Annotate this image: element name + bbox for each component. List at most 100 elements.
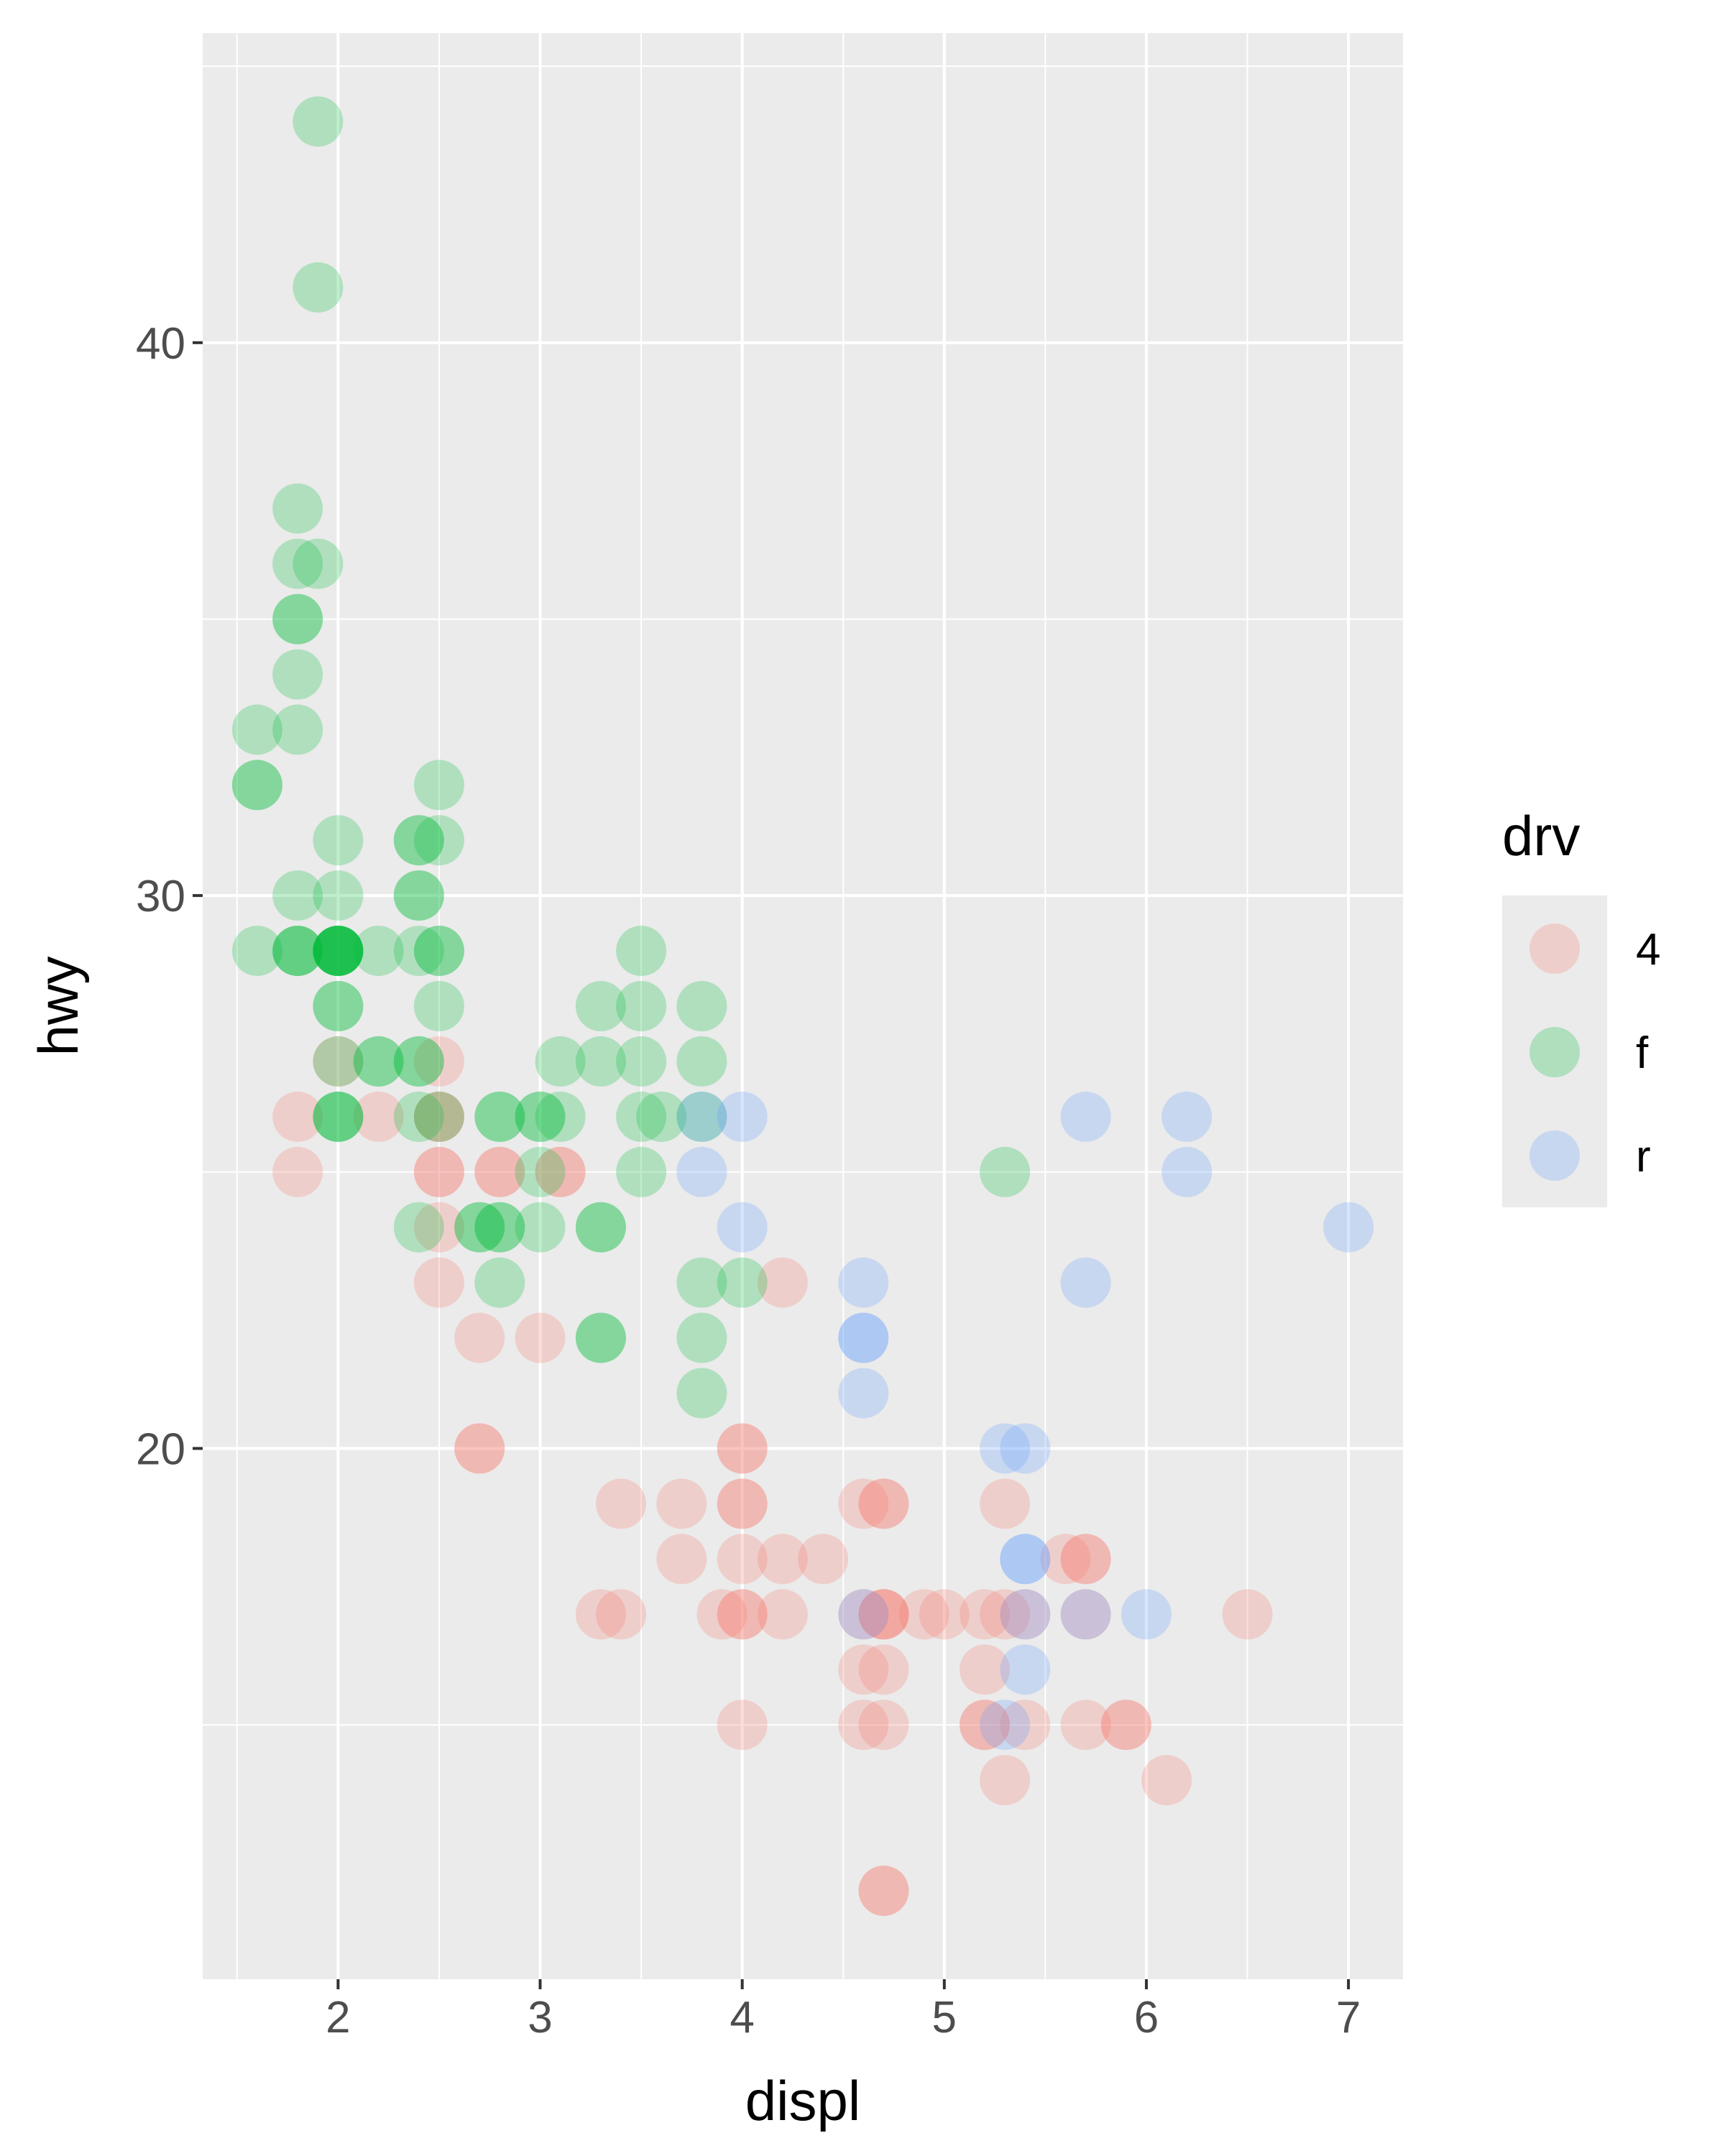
data-point-4 [960, 1700, 1010, 1751]
data-point-f [413, 926, 464, 977]
data-point-f [413, 1091, 464, 1142]
data-point-4 [919, 1589, 970, 1640]
data-point-4 [454, 1423, 505, 1474]
data-point-4 [596, 1478, 646, 1529]
data-point-4 [858, 1589, 909, 1640]
data-point-f [676, 1091, 727, 1142]
data-point-4 [717, 1478, 768, 1529]
data-point-f [313, 1091, 364, 1142]
data-point-f [393, 926, 444, 977]
data-point-f [393, 815, 444, 866]
legend: drv 4 f r [1502, 804, 1660, 1207]
data-point-4 [1000, 1700, 1051, 1751]
data-point-4 [757, 1534, 808, 1585]
data-point-4 [413, 1036, 464, 1087]
data-point-r [1121, 1589, 1172, 1640]
legend-key-4 [1530, 923, 1580, 974]
data-point-f [393, 870, 444, 921]
data-point-r [838, 1257, 889, 1308]
data-point-4 [1060, 1534, 1111, 1585]
data-point-4 [757, 1589, 808, 1640]
y-axis: 20 30 40 [136, 319, 203, 1474]
data-point-4 [413, 1146, 464, 1197]
data-point-f [313, 926, 364, 977]
legend-label-r: r [1636, 1132, 1651, 1181]
data-point-f [313, 1091, 364, 1142]
y-tick-label: 40 [136, 319, 185, 369]
x-tick-label: 6 [1134, 1993, 1159, 2042]
data-point-f [313, 815, 364, 866]
data-point-r [676, 1091, 727, 1142]
data-point-f [313, 926, 364, 977]
data-point-f [393, 815, 444, 866]
data-point-4 [717, 1534, 768, 1585]
data-point-4 [858, 1589, 909, 1640]
data-point-r [1060, 1257, 1111, 1308]
data-point-4 [413, 1257, 464, 1308]
data-point-r [838, 1312, 889, 1363]
data-point-f [231, 760, 282, 811]
data-point-4 [1060, 1534, 1111, 1585]
data-point-f [231, 926, 282, 977]
data-point-4 [515, 1312, 566, 1363]
data-point-4 [980, 1478, 1031, 1529]
data-point-4 [798, 1534, 849, 1585]
data-point-f [272, 594, 323, 645]
data-point-f [413, 926, 464, 977]
data-point-f [616, 1036, 667, 1087]
data-point-4 [413, 1146, 464, 1197]
legend-label-f: f [1636, 1028, 1649, 1078]
data-point-4 [1060, 1589, 1111, 1640]
data-point-f [515, 1146, 566, 1197]
data-point-f [676, 1036, 727, 1087]
data-point-f [474, 1202, 525, 1253]
data-point-f [515, 1091, 566, 1142]
data-point-r [1000, 1589, 1051, 1640]
x-axis: 2 3 4 5 6 7 [326, 1979, 1361, 2042]
data-point-f [636, 1091, 687, 1142]
data-point-4 [960, 1644, 1010, 1695]
data-point-f [474, 1202, 525, 1253]
y-axis-title: hwy [27, 957, 90, 1056]
x-axis-title: displ [745, 2069, 860, 2132]
data-point-4 [960, 1700, 1010, 1751]
data-point-f [293, 262, 344, 313]
data-point-4 [980, 1755, 1031, 1805]
data-point-4 [717, 1423, 768, 1474]
data-point-f [413, 760, 464, 811]
data-point-f [393, 1036, 444, 1087]
data-point-f [313, 981, 364, 1031]
data-point-f [353, 1036, 404, 1087]
data-point-f [575, 1312, 626, 1363]
data-point-4 [353, 1091, 404, 1142]
data-point-4 [454, 1423, 505, 1474]
data-point-4 [717, 1423, 768, 1474]
data-point-4 [413, 1202, 464, 1253]
major-gridlines [203, 33, 1403, 1979]
data-point-f [313, 981, 364, 1031]
data-point-f [313, 926, 364, 977]
data-point-f [393, 1202, 444, 1253]
data-point-4 [717, 1478, 768, 1529]
data-point-f [231, 704, 282, 755]
data-point-r [717, 1202, 768, 1253]
data-point-4 [717, 1589, 768, 1640]
data-point-f [353, 1036, 404, 1087]
data-point-4 [1040, 1534, 1091, 1585]
x-tick-label: 7 [1336, 1993, 1361, 2042]
data-point-f [393, 1091, 444, 1142]
data-point-f [535, 1091, 586, 1142]
data-point-r [1162, 1146, 1213, 1197]
data-point-4 [1100, 1700, 1151, 1751]
x-tick-label: 3 [528, 1993, 552, 2042]
minor-gridlines [203, 33, 1403, 1979]
data-point-4 [1222, 1589, 1273, 1640]
data-point-f [272, 483, 323, 534]
data-point-f [272, 926, 323, 977]
data-point-f [980, 1146, 1031, 1197]
legend-label-4: 4 [1636, 925, 1660, 975]
data-point-f [272, 594, 323, 645]
data-point-f [575, 1202, 626, 1253]
data-point-f [393, 870, 444, 921]
data-point-4 [858, 1644, 909, 1695]
